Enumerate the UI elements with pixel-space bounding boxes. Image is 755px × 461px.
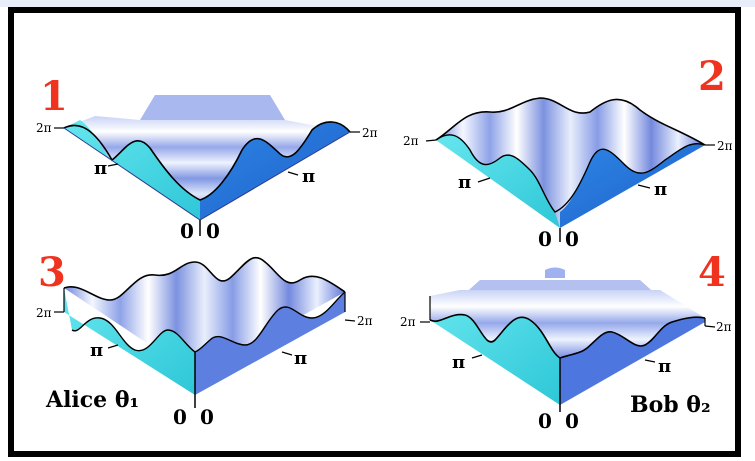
panel-4-pi-right: π [658,356,671,377]
panel-3-left-wall [64,288,195,395]
panel-3-axis-left-2pi: 2π [36,306,52,320]
panel-2-axis-right-2pi: 2π [717,139,733,153]
panel-3-pi-left: π [90,340,103,361]
panel-2-left-wall [436,134,560,228]
panel-3-number: 3 [38,249,66,296]
panel-2-front-ridge [435,134,706,213]
panel-3-pi-right: π [294,348,307,369]
figure-frame [8,7,741,457]
panel-2: 2 2π 2π π π 0 0 [403,53,733,251]
panel-2-right-wall [560,143,705,228]
panel-2-zero-left: 0 [538,227,552,251]
panel-4-zero-left: 0 [538,409,552,433]
panel-1-number: 1 [40,73,68,120]
panel-1-plateau [140,95,285,120]
panel-2-pi-left: π [458,172,471,193]
panel-3-ridge-outline [63,256,346,301]
panel-4-left-wall [430,296,560,405]
panel-3-zero-right: 0 [200,405,214,429]
panel-2-pi-right: π [654,179,667,200]
panel-1-zero-left: 0 [180,219,194,243]
panel-4-axis-right-2pi: 2π [716,320,732,334]
caption-bob-theta2: Bob θ₂ [630,392,711,418]
panel-4: 4 2π 2π π π 0 0 Bob θ₂ [400,249,732,433]
panel-2-number: 2 [698,53,726,100]
panel-1-axis-left-2pi: 2π [36,121,52,135]
top-strip [0,0,755,7]
panel-3: 3 2π 2π π π 0 0 Alice θ₁ [36,249,373,429]
panel-1-left-wall [64,120,200,220]
panel-3-zero-left: 0 [173,405,187,429]
panel-4-ridge-outline [429,313,706,359]
panel-4-surface [430,290,705,400]
panel-1-pi-left: π [94,158,107,179]
panel-4-knob [545,267,565,278]
caption-alice-theta1: Alice θ₁ [45,387,139,413]
panel-3-front-ridge [71,291,346,353]
panel-2-ridge-outline [435,97,706,146]
panel-1: 1 2π 2π π π 0 0 [36,73,378,243]
panel-1-pi-right: π [302,166,315,187]
panel-1-zero-right: 0 [206,219,220,243]
panel-4-right-wall [560,317,705,405]
panel-3-surface [64,257,345,375]
panel-4-axis-left-2pi: 2π [400,315,416,329]
panel-4-number: 4 [698,249,726,296]
panel-4-pi-left: π [452,352,465,373]
panel-1-right-wall [200,121,350,220]
panel-2-axis-left-2pi: 2π [403,134,419,148]
panel-1-axis-right-2pi: 2π [362,126,378,140]
panel-4-zero-right: 0 [565,409,579,433]
panel-3-axis-right-2pi: 2π [357,314,373,328]
panel-2-surface [436,98,705,228]
panel-1-ridge-outline [63,121,351,201]
panel-2-zero-right: 0 [565,227,579,251]
